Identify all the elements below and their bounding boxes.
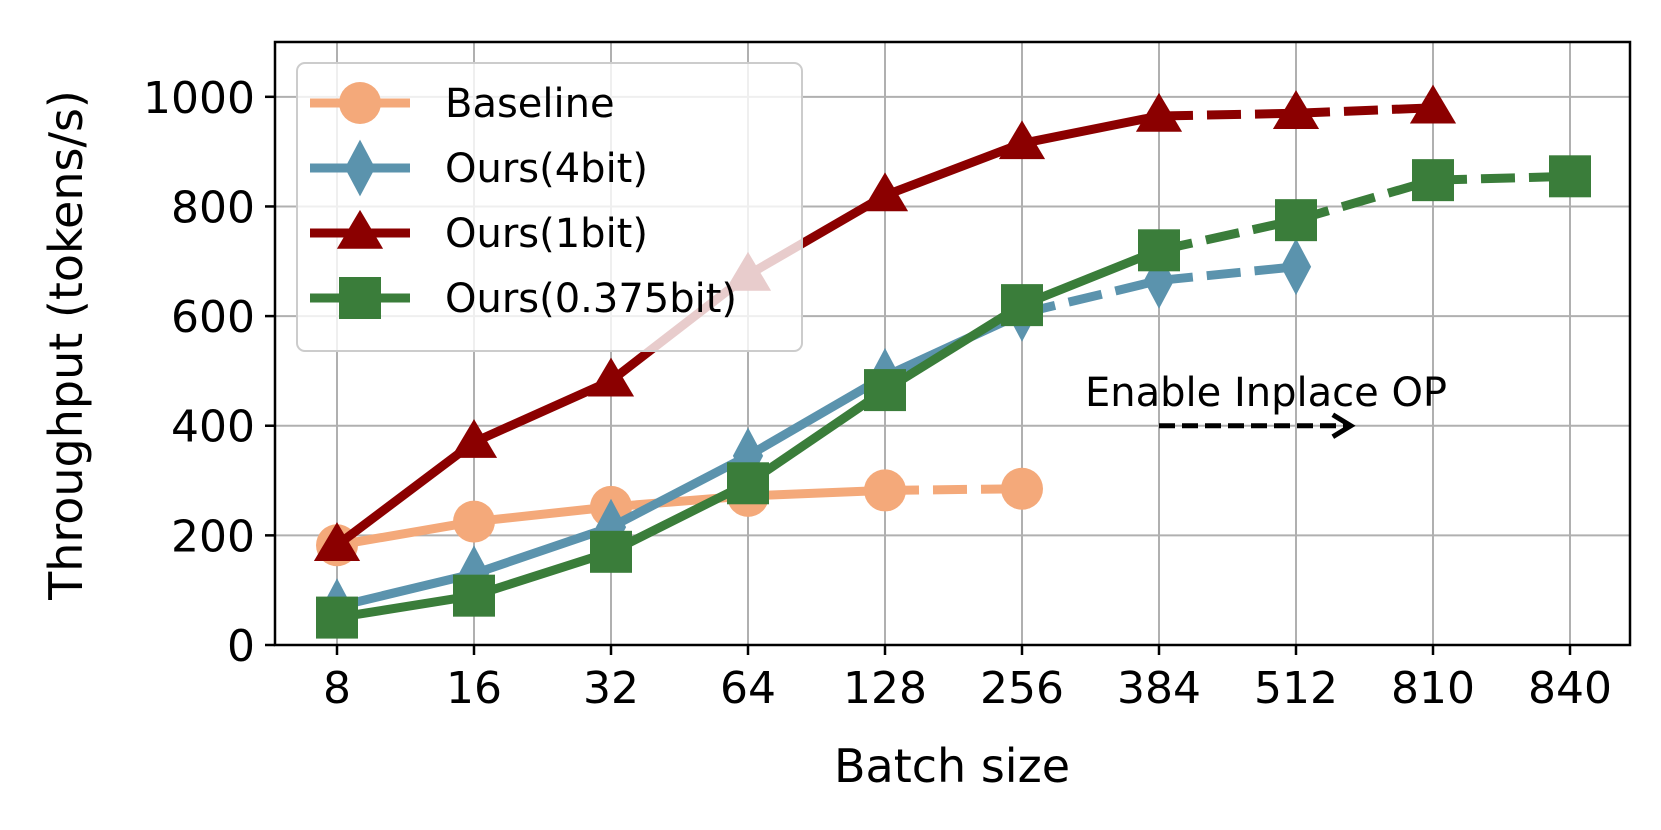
series-marker-square xyxy=(453,574,495,617)
series-segment xyxy=(335,569,476,612)
annotation: Enable Inplace OP xyxy=(1085,370,1447,439)
y-axis-title: Throughput (tokens/s) xyxy=(39,90,93,601)
series-segment xyxy=(1020,276,1161,318)
series-segment xyxy=(1021,111,1160,148)
legend-label: Ours(1bit) xyxy=(445,211,648,257)
x-axis-ticks: 8 16 32 64 128 256 384 512 810 840 xyxy=(323,645,1612,714)
x-tick-label: 512 xyxy=(1254,663,1338,714)
x-axis-title: Batch size xyxy=(834,739,1070,793)
series-marker-square xyxy=(1412,159,1454,202)
series-marker-triangle xyxy=(1272,90,1320,130)
x-tick-label: 64 xyxy=(720,663,776,714)
x-tick-label: 16 xyxy=(446,663,502,714)
series-marker-circle xyxy=(453,500,495,543)
series-marker-diamond xyxy=(732,427,764,485)
series-marker-triangle xyxy=(450,419,498,458)
series-segment xyxy=(745,372,888,460)
x-tick-label: 8 xyxy=(323,663,351,714)
legend: Baseline Ours(4bit) Ours(1bit) Ours(0.375bi… xyxy=(296,62,803,352)
plot-frame xyxy=(273,40,1632,647)
y-tick-label: 1000 xyxy=(143,73,255,124)
series-marker-square xyxy=(727,462,769,505)
annotation-arrow-head xyxy=(1331,412,1356,439)
series-segment xyxy=(472,376,613,447)
series-marker-diamond xyxy=(1280,238,1312,296)
legend-label: Ours(0.375bit) xyxy=(445,276,737,322)
series-marker-square xyxy=(1001,284,1043,327)
series-0 xyxy=(316,467,1043,567)
series-segment xyxy=(608,479,751,556)
series-marker-circle xyxy=(864,469,906,512)
x-tick-label: 256 xyxy=(980,663,1064,714)
series-segment xyxy=(747,485,886,501)
series-segment xyxy=(473,502,612,527)
series-marker-square xyxy=(339,277,381,319)
series-marker-circle xyxy=(1001,467,1043,510)
y-axis-ticks: 0 200 400 600 800 1000 xyxy=(143,73,275,672)
legend-box xyxy=(296,62,803,352)
series-marker-triangle xyxy=(336,209,384,249)
legend-entry: Ours(1bit) xyxy=(310,209,648,257)
series-marker-triangle xyxy=(587,357,635,397)
y-tick-label: 600 xyxy=(171,292,255,343)
series-segment xyxy=(472,547,613,600)
series-segment xyxy=(1158,262,1297,285)
series-marker-triangle xyxy=(861,172,909,212)
series-marker-diamond xyxy=(1143,252,1175,309)
x-tick-label: 840 xyxy=(1528,663,1612,714)
series-segment xyxy=(608,451,751,532)
legend-label: Baseline xyxy=(445,81,615,127)
series-marker-triangle xyxy=(1409,84,1457,124)
series-marker-square xyxy=(864,369,906,412)
series-marker-square xyxy=(1138,229,1180,272)
series-marker-square xyxy=(1275,199,1317,242)
series-segment xyxy=(882,301,1025,394)
series-segment xyxy=(884,484,1023,495)
legend-label: Ours(4bit) xyxy=(445,146,648,192)
series-marker-circle xyxy=(339,82,381,124)
y-tick-label: 0 xyxy=(227,621,255,672)
x-tick-label: 32 xyxy=(583,663,639,714)
series-segment xyxy=(1294,175,1435,225)
series-marker-triangle xyxy=(313,522,361,561)
legend-entry: Ours(0.375bit) xyxy=(310,276,737,322)
series-segment xyxy=(745,386,888,488)
series-segment xyxy=(336,517,475,550)
series-lines xyxy=(313,84,1591,639)
x-tick-label: 810 xyxy=(1391,663,1475,714)
x-tick-label: 384 xyxy=(1117,663,1201,714)
series-segment xyxy=(1158,215,1297,255)
series-marker-triangle xyxy=(1135,92,1183,132)
series-marker-square xyxy=(316,596,358,639)
legend-entry: Ours(4bit) xyxy=(310,139,648,197)
series-segment xyxy=(334,438,477,549)
series-segment xyxy=(1158,108,1297,121)
series-segment xyxy=(1295,103,1434,118)
series-marker-square xyxy=(1549,155,1591,198)
series-segment xyxy=(472,522,613,578)
y-tick-label: 800 xyxy=(171,182,255,233)
series-segment xyxy=(883,139,1024,200)
series-marker-triangle xyxy=(998,120,1046,160)
legend-entry: Baseline xyxy=(310,81,615,127)
y-tick-label: 400 xyxy=(171,402,255,453)
series-segment xyxy=(1432,171,1571,185)
series-segment xyxy=(1020,246,1161,310)
series-3 xyxy=(316,155,1591,639)
series-marker-square xyxy=(590,530,632,573)
y-tick-label: 200 xyxy=(171,511,255,562)
series-marker-diamond xyxy=(344,139,376,197)
x-tick-label: 128 xyxy=(843,663,927,714)
annotation-text: Enable Inplace OP xyxy=(1085,370,1447,416)
series-segment xyxy=(336,591,475,623)
